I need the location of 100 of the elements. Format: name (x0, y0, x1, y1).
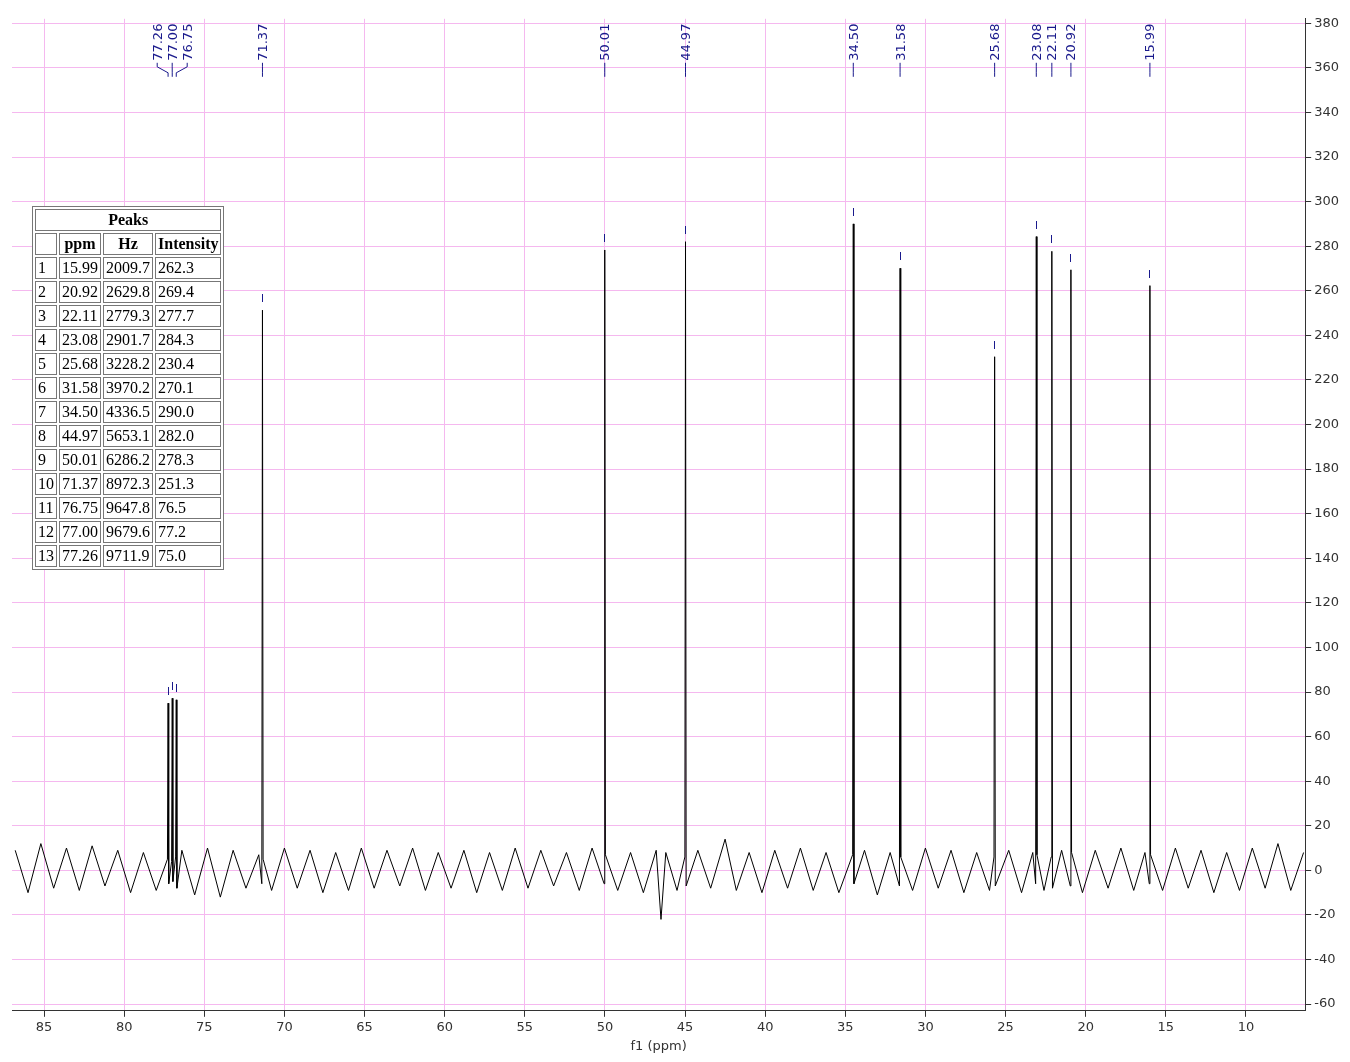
y-tick-label: 180 (1314, 460, 1340, 476)
y-tick-label: 280 (1314, 237, 1340, 253)
y-tick-label: 13 (35, 545, 57, 567)
data-label: 23.08 (59, 329, 101, 351)
data-label: 34.50 (59, 401, 101, 423)
x-tick-label: 30 (917, 1018, 934, 1034)
y-tick-label: 200 (1314, 415, 1340, 431)
y-tick-label: 320 (1314, 148, 1340, 164)
data-label: 6286.2 (103, 449, 153, 471)
data-label: 25.68 (59, 353, 101, 375)
y-tick-label: 6 (35, 377, 57, 399)
y-tick-label: 4 (35, 329, 57, 351)
y-tick-label: 220 (1314, 371, 1340, 387)
y-tick-label: 100 (1314, 638, 1340, 654)
annotation: 34.50 (845, 23, 861, 61)
x-tick-label: 60 (436, 1018, 453, 1034)
data-label: 251.3 (155, 473, 222, 495)
x-tick-label: 20 (1077, 1018, 1094, 1034)
x-tick-label: 80 (115, 1018, 133, 1034)
data-label: 22.11 (59, 305, 101, 327)
annotation: 50.01 (597, 23, 613, 61)
y-tick-label: 380 (1314, 14, 1340, 30)
data-label: 50.01 (59, 449, 101, 471)
y-tick-label: 60 (1314, 727, 1331, 743)
data-label: 2009.7 (103, 257, 153, 279)
data-label: 262.3 (155, 257, 222, 279)
y-tick-label: 360 (1314, 59, 1340, 75)
y-tick-label: 2 (35, 281, 57, 303)
data-label: 9711.9 (103, 545, 153, 567)
data-label: 278.3 (155, 449, 222, 471)
y-tick-label: 7 (35, 401, 57, 423)
annotation: 76.75 (179, 23, 195, 61)
x-tick-label: 40 (756, 1018, 774, 1034)
y-tick-label: 11 (35, 497, 57, 519)
data-label: 8972.3 (103, 473, 153, 495)
data-label: 269.4 (155, 281, 222, 303)
x-tick-label: 75 (196, 1018, 213, 1034)
data-label: 31.58 (59, 377, 101, 399)
data-label: 2629.8 (103, 281, 153, 303)
y-tick-label: 140 (1314, 549, 1340, 565)
y-tick-label: 20 (1314, 817, 1331, 833)
y-tick-label: 3 (35, 305, 57, 327)
y-tick-label: 240 (1314, 326, 1340, 342)
x-tick-label: 45 (676, 1018, 694, 1034)
data-label: 77.26 (59, 545, 101, 567)
x-tick-label: 35 (837, 1018, 854, 1034)
data-label: 230.4 (155, 353, 222, 375)
data-label: 4336.5 (103, 401, 153, 423)
x-tick-label: 55 (516, 1018, 534, 1034)
y-tick-label: 340 (1314, 103, 1340, 119)
data-label: 5653.1 (103, 425, 153, 447)
annotation: 44.97 (678, 23, 694, 61)
data-label: 76.5 (155, 497, 222, 519)
data-label: 277.7 (155, 305, 222, 327)
data-label: 75.0 (155, 545, 222, 567)
x-tick-label: 70 (276, 1018, 293, 1034)
x-axis-title: f1 (ppm) (630, 1037, 687, 1053)
data-label: 20.92 (59, 281, 101, 303)
data-label: 3970.2 (103, 377, 153, 399)
data-label: 44.97 (59, 425, 101, 447)
x-tick-label: Intensity (155, 233, 222, 255)
annotation: 31.58 (892, 23, 908, 61)
y-tick-label: 12 (35, 521, 57, 543)
x-tick-label: Hz (103, 233, 153, 255)
data-label: 76.75 (59, 497, 101, 519)
x-tick-label: 50 (596, 1018, 614, 1034)
y-tick-label: 40 (1314, 772, 1331, 788)
data-label: 9679.6 (103, 521, 153, 543)
data-label: 77.2 (155, 521, 222, 543)
data-label: 3228.2 (103, 353, 153, 375)
annotation: 77.26 (149, 23, 165, 61)
x-tick-label: 10 (1237, 1018, 1255, 1034)
y-tick-label: 8 (35, 425, 57, 447)
y-tick-label: 10 (35, 473, 57, 495)
data-label: 270.1 (155, 377, 222, 399)
annotation: 25.68 (987, 23, 1003, 61)
annotation: 22.11 (1044, 23, 1060, 61)
y-tick-label: 160 (1314, 505, 1340, 521)
y-tick-label: 1 (35, 257, 57, 279)
data-label: 77.00 (59, 521, 101, 543)
data-label: 290.0 (155, 401, 222, 423)
x-tick-label: 85 (35, 1018, 53, 1034)
y-tick-label: -60 (1314, 995, 1336, 1011)
annotation: 71.37 (254, 23, 270, 61)
chart-title: Peaks (35, 209, 222, 231)
data-label: 71.37 (59, 473, 101, 495)
annotation: 15.99 (1142, 23, 1158, 61)
y-tick-label: 5 (35, 353, 57, 375)
data-label: 282.0 (155, 425, 222, 447)
x-tick-label: 15 (1157, 1018, 1175, 1034)
y-tick-label: 80 (1314, 683, 1331, 699)
y-tick-label: -40 (1314, 950, 1336, 966)
y-tick-label: 300 (1314, 192, 1340, 208)
y-tick-label: 120 (1314, 594, 1340, 610)
x-tick-label: 65 (356, 1018, 373, 1034)
x-tick-label: 25 (997, 1018, 1014, 1034)
y-tick-label: -20 (1314, 906, 1336, 922)
annotation: 77.00 (164, 23, 180, 61)
annotation: 23.08 (1028, 23, 1044, 61)
y-tick-label: 0 (1314, 861, 1323, 877)
